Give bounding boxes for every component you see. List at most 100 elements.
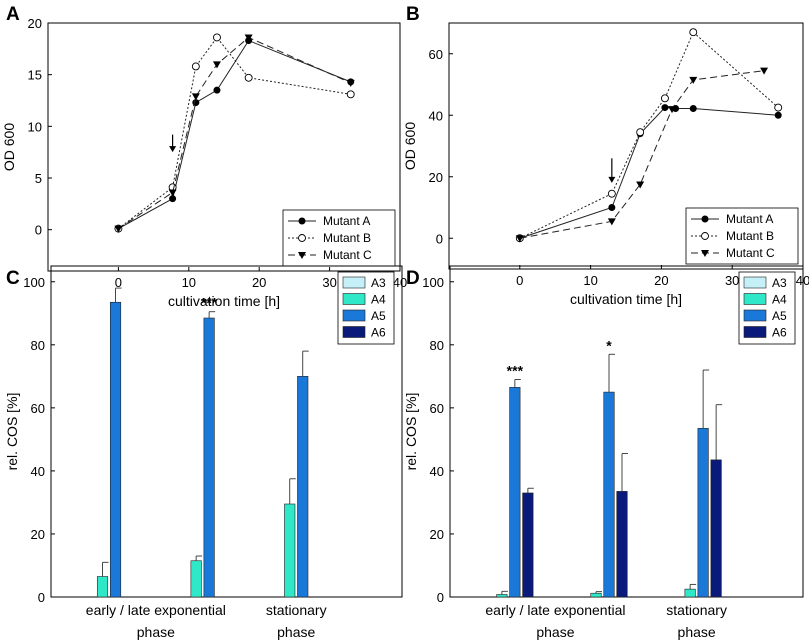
bar-a6 xyxy=(616,491,628,598)
x-tick-label: 30 xyxy=(725,273,739,288)
data-point xyxy=(607,189,616,198)
legend-label: Mutant B xyxy=(726,229,774,243)
y-tick-label: 80 xyxy=(31,338,45,353)
y-axis-label: OD 600 xyxy=(1,123,17,171)
legend-swatch xyxy=(342,326,366,338)
plot-frame xyxy=(47,22,401,272)
y-tick-label: 20 xyxy=(31,527,45,542)
legend-marker xyxy=(298,217,306,225)
arrow-head-icon xyxy=(608,176,616,183)
bar-a5 xyxy=(109,301,122,598)
y-tick-label: 40 xyxy=(430,464,444,479)
legend: A3 A4 A5 A6 xyxy=(337,271,395,345)
x-tick-label: 30 xyxy=(322,275,336,290)
bar-a5 xyxy=(203,317,215,598)
data-point xyxy=(608,204,616,211)
data-point xyxy=(668,106,677,114)
bar-a4 xyxy=(590,592,602,598)
y-tick-label: 10 xyxy=(28,119,42,134)
category-label: early / late exponential xyxy=(86,602,226,618)
y-tick-label: 0 xyxy=(38,590,45,605)
legend-swatch xyxy=(342,293,366,305)
data-point xyxy=(661,104,669,112)
panel-b: B 0 10 20 30 40 0 20 40 60 cultivation time [h] OD … xyxy=(402,4,809,307)
category-label: phase xyxy=(277,624,315,640)
legend-label: A5 xyxy=(371,309,386,323)
plot-frame xyxy=(50,265,403,598)
panel-label: B xyxy=(406,4,420,25)
legend-marker xyxy=(701,250,709,257)
y-tick-label: 40 xyxy=(31,464,45,479)
y-tick-label: 0 xyxy=(437,590,444,605)
bar-a4 xyxy=(96,576,109,598)
x-tick-label: 20 xyxy=(252,275,266,290)
x-tick-label: 0 xyxy=(516,273,523,288)
legend-swatch xyxy=(743,276,767,289)
y-axis-label: rel. COS [%] xyxy=(4,393,20,471)
bar-a4 xyxy=(190,560,202,598)
series-line-mutant-b xyxy=(519,31,779,239)
y-tick-label: 40 xyxy=(429,108,443,123)
data-point xyxy=(607,218,616,226)
data-point xyxy=(191,62,200,71)
data-point xyxy=(244,34,253,42)
y-tick-label: 80 xyxy=(430,338,444,353)
legend-label: A4 xyxy=(371,293,386,307)
legend-label: Mutant C xyxy=(726,246,775,260)
legend-label: A3 xyxy=(772,276,787,290)
significance-marker: *** xyxy=(507,362,524,378)
data-point xyxy=(169,195,177,203)
data-point xyxy=(213,33,221,42)
legend-marker xyxy=(701,232,709,240)
legend-label: A3 xyxy=(371,276,386,290)
category-label: early / late exponential xyxy=(485,602,625,618)
data-point xyxy=(660,94,669,103)
data-point xyxy=(168,189,177,197)
legend: A3 A4 A5 A6 xyxy=(738,271,796,345)
category-label: phase xyxy=(678,624,716,640)
legend-swatch xyxy=(743,293,767,305)
panel-a: A 0 10 20 30 40 0 5 10 15 20 cultivation time [h] OD… xyxy=(1,4,407,309)
data-point xyxy=(774,111,782,119)
legend-label: Mutant B xyxy=(323,231,371,245)
x-tick-label: 20 xyxy=(654,273,668,288)
legend-marker xyxy=(701,215,709,223)
legend-swatch xyxy=(342,309,366,322)
y-tick-label: 20 xyxy=(28,16,42,31)
bar-a5 xyxy=(603,391,615,598)
x-tick-label: 0 xyxy=(115,275,122,290)
y-tick-label: 0 xyxy=(35,223,42,238)
y-tick-label: 15 xyxy=(28,68,42,83)
data-point xyxy=(346,90,355,99)
bar-a4 xyxy=(684,588,696,598)
y-tick-label: 60 xyxy=(430,401,444,416)
bar-a5 xyxy=(697,428,709,598)
x-axis-label: cultivation time [h] xyxy=(570,291,682,307)
bar-a4 xyxy=(496,594,508,598)
bar-a6 xyxy=(522,492,534,598)
series-line-mutant-a xyxy=(118,39,351,230)
category-label: phase xyxy=(137,624,175,640)
data-point xyxy=(774,103,783,112)
significance-marker: * xyxy=(606,337,612,353)
data-point xyxy=(760,67,769,75)
legend-swatch xyxy=(743,326,767,338)
x-tick-label: 40 xyxy=(796,273,809,288)
data-point xyxy=(636,181,645,189)
arrow-head-icon xyxy=(169,146,177,153)
data-point xyxy=(689,28,698,37)
y-tick-label: 100 xyxy=(23,275,45,290)
data-point xyxy=(244,73,253,82)
y-axis-label: OD 600 xyxy=(402,122,418,170)
y-tick-label: 0 xyxy=(436,231,443,246)
series-line-mutant-c xyxy=(519,70,765,239)
data-point xyxy=(346,79,355,87)
legend-label: Mutant A xyxy=(323,214,370,228)
y-tick-label: 100 xyxy=(422,275,444,290)
legend-label: A6 xyxy=(772,326,787,340)
plot-frame xyxy=(448,22,804,270)
legend-label: A4 xyxy=(772,293,787,307)
category-label: stationary xyxy=(266,602,327,618)
